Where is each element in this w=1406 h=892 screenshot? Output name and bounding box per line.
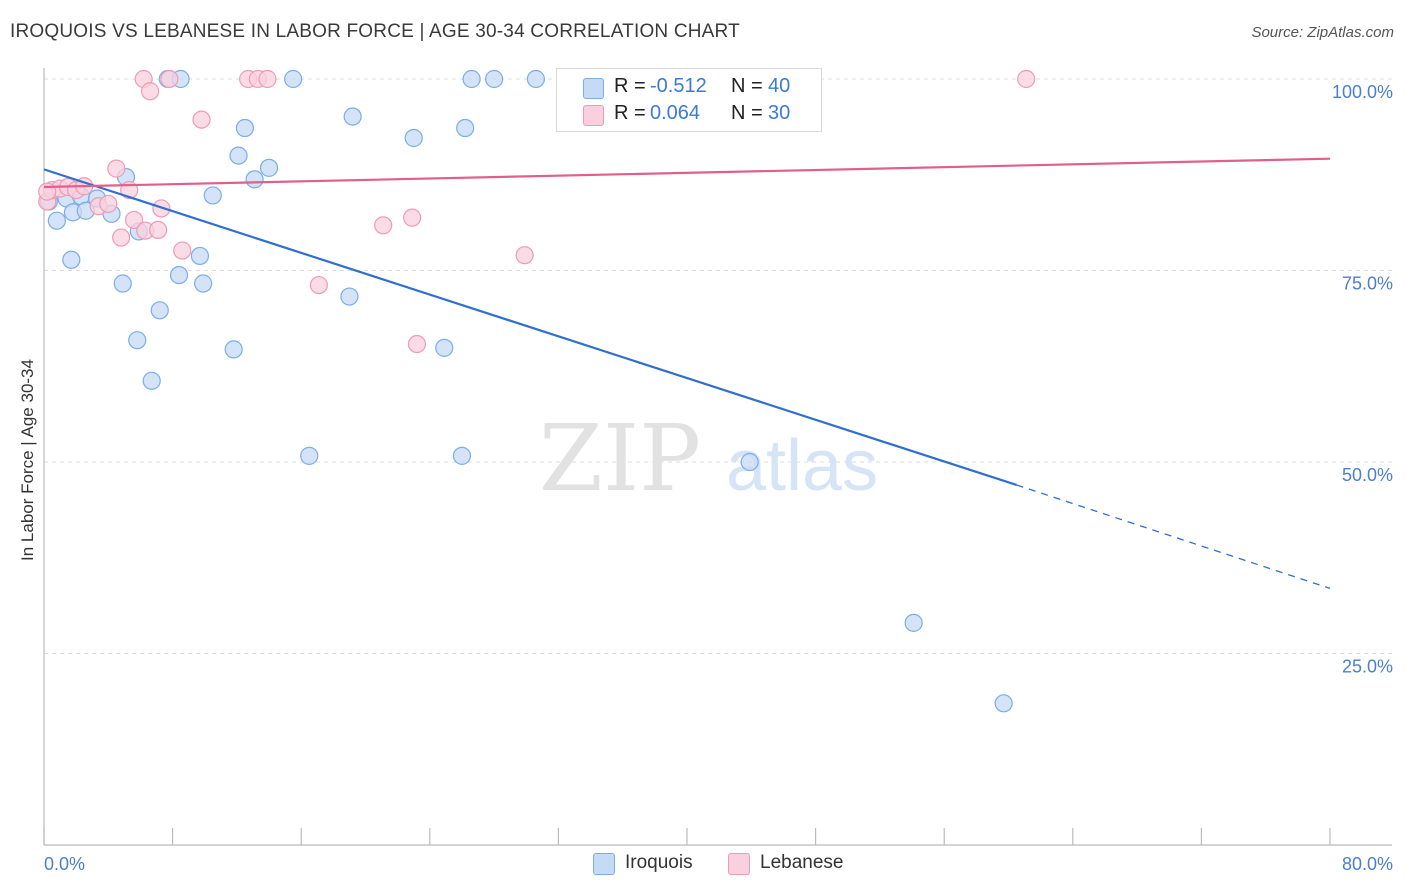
data-point: [343, 107, 362, 126]
data-point: [140, 82, 160, 101]
iroquois-swatch: [583, 78, 604, 99]
data-point: [284, 69, 303, 89]
data-point: [38, 182, 57, 201]
legend-n-value: 30: [768, 102, 791, 124]
series-lebanese: [38, 69, 1036, 354]
trend-lines: [43, 157, 1331, 590]
data-point: [515, 246, 534, 265]
data-point: [526, 69, 545, 89]
data-point: [128, 331, 147, 350]
lebanese-legend-label: Lebanese: [760, 852, 844, 873]
data-point: [149, 220, 168, 240]
data-point: [259, 158, 279, 177]
data-point: [229, 146, 248, 165]
lebanese-swatch: [583, 105, 604, 126]
data-point: [150, 301, 169, 320]
data-point: [407, 334, 427, 354]
y-tick-label: 75.0%: [1342, 274, 1393, 294]
watermark: ZIP atlas: [539, 405, 878, 512]
data-point: [340, 287, 359, 306]
watermark-zip: ZIP: [539, 405, 701, 512]
tick-labels: 25.0% 50.0% 75.0% 100.0% 0.0% 80.0%: [44, 82, 1393, 874]
iroquois-trend-line: [43, 168, 1017, 487]
data-point: [113, 274, 132, 293]
data-point: [994, 694, 1013, 713]
data-point: [309, 275, 328, 295]
data-point: [462, 69, 481, 89]
data-point: [485, 69, 504, 89]
data-point: [245, 170, 264, 189]
stats-legend: R = -0.512 N = 40 R = 0.064 N = 30: [556, 68, 822, 132]
lebanese-legend-swatch: [728, 853, 750, 875]
iroquois-legend-label: Iroquois: [625, 852, 693, 873]
chart-title: IROQUOIS VS LEBANESE IN LABOR FORCE | AG…: [10, 21, 740, 42]
data-point: [62, 250, 81, 269]
data-point: [235, 118, 255, 138]
legend-n-label: N =: [731, 102, 763, 124]
data-point: [403, 208, 422, 227]
iroquois-legend-swatch: [593, 853, 615, 875]
x-tick-label: 80.0%: [1342, 854, 1393, 874]
legend-n-label: N =: [731, 75, 763, 97]
data-point: [124, 210, 144, 230]
axes: [43, 68, 1392, 846]
data-point: [192, 110, 211, 129]
lebanese-trend-line: [43, 157, 1331, 189]
data-point: [112, 228, 131, 247]
x-tick-label: 0.0%: [44, 854, 85, 874]
data-point: [435, 338, 454, 357]
legend-n-value: 40: [768, 75, 791, 97]
data-point: [194, 274, 213, 293]
data-point: [107, 159, 126, 178]
data-point: [740, 452, 759, 472]
data-point: [99, 194, 118, 213]
data-point: [169, 265, 189, 285]
data-point: [1017, 69, 1036, 89]
legend-r-value: 0.064: [650, 102, 701, 124]
y-tick-label: 50.0%: [1342, 465, 1393, 485]
data-point: [258, 69, 277, 89]
y-tick-label: 25.0%: [1342, 657, 1393, 677]
data-point: [203, 186, 222, 205]
data-point: [300, 446, 319, 465]
data-point: [904, 613, 923, 632]
data-point: [452, 446, 472, 465]
data-point: [142, 371, 161, 390]
data-point: [160, 69, 179, 89]
legend-r-value: -0.512: [650, 75, 707, 97]
data-point: [47, 211, 66, 230]
gridlines: [44, 78, 1392, 654]
series-iroquois: [39, 69, 1013, 713]
iroquois-trend-extension: [1016, 484, 1331, 590]
source-credit: Source: ZipAtlas.com: [1251, 24, 1394, 41]
data-point: [404, 128, 423, 148]
legend-r-label: R =: [614, 102, 646, 124]
data-points: [38, 69, 1036, 713]
legend-r-label: R =: [614, 75, 646, 97]
data-point: [456, 118, 475, 138]
data-point: [374, 216, 393, 235]
y-tick-label: 100.0%: [1332, 82, 1393, 102]
data-point: [224, 340, 243, 359]
data-point: [173, 241, 192, 260]
data-point: [190, 246, 210, 266]
